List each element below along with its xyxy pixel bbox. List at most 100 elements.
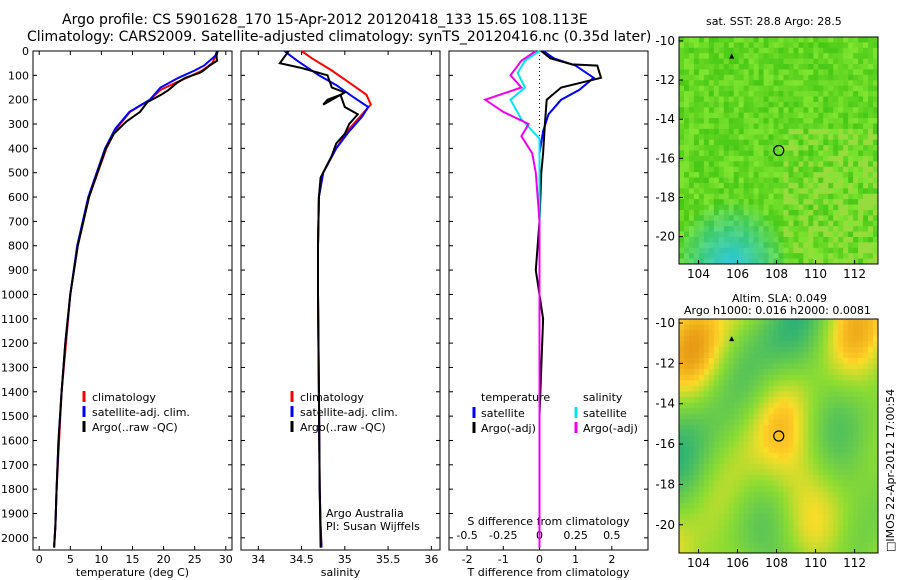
sst-map-cell (853, 80, 859, 87)
sla-map-cell (758, 419, 764, 426)
sla-map-cell (828, 469, 834, 476)
sst-map-cell (868, 247, 874, 254)
sst-map-cell (858, 58, 864, 65)
sst-map-cell (793, 42, 799, 49)
sla-map-cell (803, 363, 809, 370)
sst-map-cell (778, 42, 784, 49)
sst-map-cell (818, 177, 824, 184)
sst-map-cell (728, 107, 735, 114)
sst-map-cell (773, 182, 779, 189)
sst-map-cell (788, 220, 794, 227)
sst-map-cell (758, 209, 764, 216)
sst-map-cell (783, 199, 789, 205)
sst-map-cell (693, 253, 700, 259)
sst-map-cell (693, 177, 700, 184)
sst-map-cell (733, 166, 740, 173)
sst-map-cell (718, 91, 725, 97)
sla-map-cell (853, 475, 859, 481)
sla-map-cell (763, 541, 769, 548)
sst-map-cell (713, 74, 720, 81)
sst-map-cell (679, 139, 685, 146)
sla-map-cell (683, 430, 690, 437)
sla-map-cell (688, 469, 695, 476)
sla-map-cell (679, 330, 685, 337)
sla-map-cell (688, 458, 695, 465)
sst-map-cell (808, 107, 814, 114)
sla-map-cell (788, 319, 794, 325)
sla-map-cell (688, 480, 695, 487)
sst-map-cell (803, 107, 809, 114)
sla-map-cell (768, 374, 774, 381)
sst-map-cell (728, 236, 735, 243)
sla-map-cell (763, 402, 769, 409)
sst-map-cell (698, 209, 705, 216)
sla-map-cell (838, 402, 844, 409)
sla-map-cell (863, 530, 869, 537)
sla-map-cell (763, 330, 769, 337)
sla-map-cell (808, 319, 814, 325)
sst-map-cell (683, 47, 690, 54)
sla-map-cell (723, 341, 730, 348)
sla-map-cell (683, 319, 690, 325)
sst-map-cell (679, 145, 685, 151)
sla-map-cell (823, 486, 829, 493)
sst-map-cell (693, 226, 700, 232)
sla-map-cell (873, 397, 879, 403)
sla-map-cell (748, 352, 755, 359)
sst-map-cell (688, 145, 695, 151)
sla-map-cell (743, 447, 750, 454)
sla-map-cell (798, 436, 804, 442)
sst-map-cell (793, 242, 799, 249)
sla-map-cell (748, 469, 755, 476)
sst-map-cell (713, 112, 720, 119)
sst-map-cell (808, 253, 814, 259)
sla-map-cell (803, 458, 809, 465)
sla-map-cell (783, 413, 789, 420)
sla-map-cell (683, 530, 690, 537)
sla-map-cell (698, 525, 705, 532)
sst-map-cell (693, 204, 700, 211)
sst-map-cell (788, 96, 794, 103)
sst-map-cell (848, 53, 854, 60)
sla-map-cell (788, 525, 794, 532)
sla-map-cell (768, 413, 774, 420)
sst-map-cell (798, 74, 804, 81)
sst-map-cell (873, 204, 879, 211)
sst-map-cell (793, 226, 799, 232)
sst-map-cell (833, 155, 839, 162)
sla-map-cell (703, 430, 710, 437)
sst-map-cell (703, 85, 710, 92)
sst-map-cell (713, 107, 720, 114)
sla-map-cell (798, 475, 804, 481)
sst-map-cell (679, 172, 685, 178)
sst-map-ytick-label: -16 (655, 151, 675, 165)
sla-map-cell (818, 385, 824, 392)
sla-map-cell (778, 497, 784, 504)
sst-map-cell (868, 47, 874, 54)
sst-map-cell (843, 42, 849, 49)
sst-map-cell (783, 134, 789, 141)
sst-map-cell (808, 226, 814, 232)
sst-map-cell (848, 112, 854, 119)
sla-map-cell (793, 380, 799, 387)
sla-map-cell (813, 324, 819, 331)
sla-map-cell (679, 475, 685, 481)
sla-map-cell (748, 346, 755, 353)
sla-map-cell (803, 391, 809, 398)
sla-map-cell (728, 358, 735, 364)
sla-map-cell (873, 447, 879, 454)
sst-map-cell (828, 258, 834, 265)
sla-map-cell (758, 385, 764, 392)
sla-map-cell (823, 430, 829, 437)
sst-map-cell (683, 177, 690, 184)
sla-map-cell (853, 547, 859, 554)
sst-map-cell (728, 209, 735, 216)
sst-map-cell (793, 47, 799, 54)
sla-map-cell (763, 480, 769, 487)
sla-map-cell (733, 369, 740, 376)
sst-map-cell (863, 177, 869, 184)
sst-map-cell (713, 242, 720, 249)
sst-map-cell (793, 58, 799, 65)
sst-map-cell (818, 199, 824, 205)
sla-map-cell (853, 374, 859, 381)
